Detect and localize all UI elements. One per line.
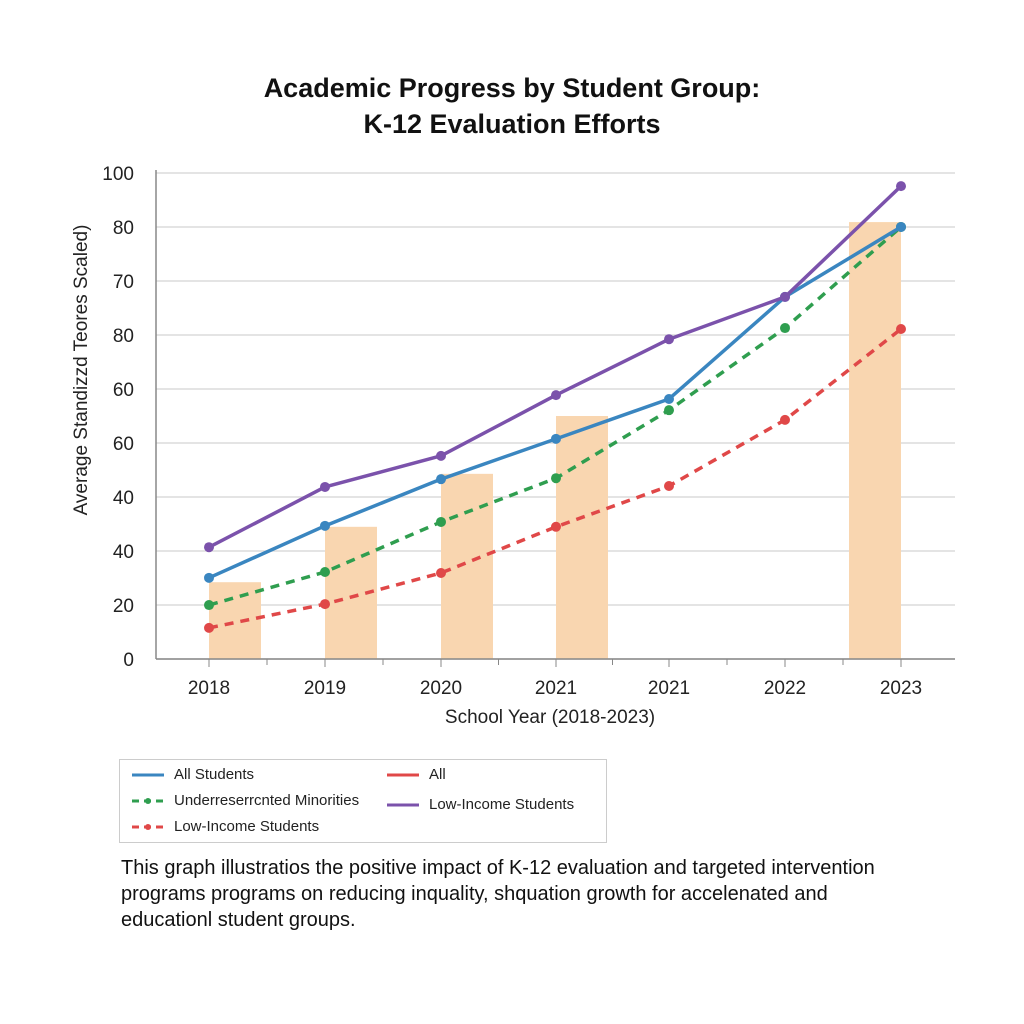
data-point (896, 181, 906, 192)
y-tick-label: 60 (113, 380, 134, 401)
data-point (664, 480, 674, 491)
chart-title-line2: K-12 Evaluation Efforts (363, 109, 661, 139)
data-point (320, 481, 330, 492)
y-tick-label: 40 (113, 542, 134, 563)
data-point (320, 520, 330, 531)
legend-entry: All (385, 766, 446, 783)
data-point (780, 291, 790, 302)
y-tick-label: 60 (113, 434, 134, 455)
data-point (780, 323, 790, 334)
data-point (320, 567, 330, 578)
x-axis-label: School Year (2018-2023) (444, 707, 656, 728)
legend-swatch-solid-blue (132, 773, 164, 776)
data-point (204, 600, 214, 611)
legend-swatch-solid-purple (387, 803, 419, 806)
legend-entry: Underreserrcnted Minorities (130, 792, 359, 809)
chart-title-line1: Academic Progress by Student Group: (263, 73, 761, 103)
y-tick-label: 70 (113, 272, 134, 293)
x-tick-label: 2018 (188, 678, 230, 699)
legend-swatch-dashed-green (132, 797, 164, 804)
legend-label: All (429, 766, 446, 783)
legend-label: Low-Income Students (429, 796, 575, 813)
y-tick-label: 100 (102, 164, 134, 185)
x-tick-label: 2021 (535, 678, 577, 699)
data-point (204, 542, 214, 553)
y-axis-label: Average Standizzd Teores Scaled) (71, 224, 92, 516)
data-point (664, 393, 674, 404)
data-point (436, 474, 446, 485)
x-tick-label: 2019 (304, 678, 346, 699)
y-tick-label: 20 (113, 596, 134, 617)
data-point (551, 473, 561, 484)
data-point (664, 405, 674, 416)
legend-swatch-solid-red (387, 773, 419, 776)
legend-swatch-dashed-red (132, 823, 164, 830)
y-tick-label: 0 (123, 650, 134, 671)
data-point (204, 622, 214, 633)
legend-label: Low-Income Students (174, 818, 320, 835)
data-point (551, 433, 561, 444)
bar (556, 416, 608, 659)
legend-entry: All Students (130, 766, 254, 783)
data-point (780, 414, 790, 425)
bar (849, 222, 901, 659)
data-point (436, 516, 446, 527)
data-point (320, 599, 330, 610)
legend-entry: Low-Income Students (130, 818, 319, 835)
x-tick-label: 2021 (648, 678, 690, 699)
x-tick-label: 2022 (764, 678, 806, 699)
legend-entry: Low-Income Students (385, 796, 574, 813)
x-tick-label: 2020 (420, 678, 462, 699)
chart-caption: This graph illustratios the positive imp… (121, 857, 875, 931)
data-point (436, 450, 446, 461)
legend-label: Underreserrcnted Minorities (174, 792, 360, 809)
data-point (551, 521, 561, 532)
series-line (208, 184, 903, 549)
data-point (664, 334, 674, 345)
data-point (551, 390, 561, 401)
y-tick-label: 80 (113, 326, 134, 347)
data-point (896, 324, 906, 335)
x-tick-label: 2023 (880, 678, 922, 699)
y-tick-label: 40 (113, 488, 134, 509)
y-tick-label: 80 (113, 218, 134, 239)
data-point (896, 221, 906, 232)
data-point (204, 572, 214, 583)
bar (441, 473, 493, 659)
legend: All Students All Underreserrcnted Minori… (119, 759, 607, 843)
data-point (436, 567, 446, 578)
bar (209, 582, 261, 659)
legend-label: All Students (174, 766, 255, 783)
